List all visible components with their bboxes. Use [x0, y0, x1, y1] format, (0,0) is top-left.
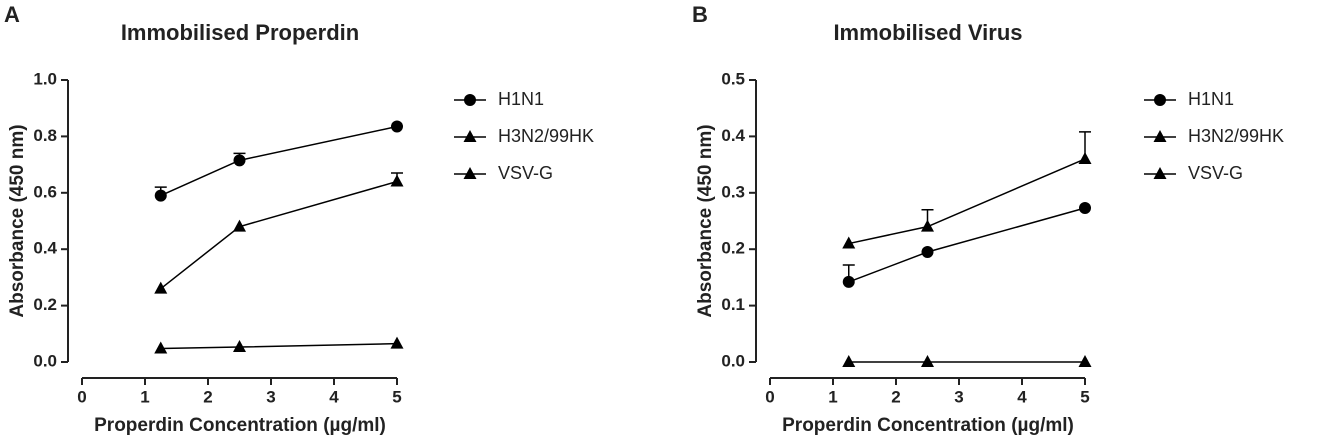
- legend-marker: [1153, 167, 1167, 179]
- data-point: [1078, 151, 1092, 164]
- y-tick-label: 0.8: [33, 126, 57, 145]
- data-point: [233, 154, 246, 167]
- y-tick-label: 0.2: [33, 295, 57, 314]
- y-tick-label: 0.6: [33, 182, 57, 201]
- legend-label: VSV-G: [1188, 163, 1243, 183]
- series-line: [160, 125, 398, 197]
- data-point: [154, 281, 168, 294]
- x-tick-label: 1: [140, 387, 149, 406]
- data-point: [391, 120, 403, 133]
- data-point: [921, 355, 934, 367]
- x-tick-label: 5: [1080, 387, 1089, 406]
- y-tick-label: 0.2: [721, 239, 745, 258]
- data-point: [842, 355, 856, 367]
- y-tick-label: 0.4: [721, 126, 745, 145]
- x-tick-label: 5: [392, 387, 401, 406]
- data-point: [921, 246, 934, 259]
- panel-label: A: [4, 2, 20, 27]
- x-tick-label: 0: [765, 387, 774, 406]
- x-tick-label: 3: [954, 387, 963, 406]
- series-line: [848, 158, 1086, 245]
- data-point: [233, 219, 246, 232]
- y-tick-label: 0.0: [721, 351, 745, 370]
- y-tick-label: 0.4: [33, 239, 57, 258]
- series-line: [160, 180, 398, 290]
- x-axis-label: Properdin Concentration (µg/ml): [782, 415, 1074, 436]
- legend-marker: [1154, 94, 1166, 106]
- legend-marker: [463, 130, 477, 142]
- y-tick-label: 0.0: [33, 351, 57, 370]
- chart-title: Immobilised Properdin: [121, 20, 359, 45]
- y-axis-label: Absorbance (450 nm): [695, 124, 716, 317]
- x-axis-label: Properdin Concentration (µg/ml): [94, 415, 386, 436]
- x-tick-label: 2: [891, 387, 900, 406]
- data-point: [390, 174, 404, 187]
- y-tick-label: 1.0: [33, 69, 57, 88]
- panel-label: B: [692, 2, 708, 27]
- data-point: [390, 336, 404, 349]
- legend-label: VSV-G: [498, 163, 553, 183]
- y-tick-label: 0.3: [721, 182, 745, 201]
- legend-marker: [464, 94, 476, 106]
- series-line: [848, 207, 1086, 283]
- data-point: [1078, 355, 1092, 367]
- legend-label: H3N2/99HK: [1188, 126, 1284, 146]
- legend-marker: [1153, 130, 1167, 142]
- x-tick-label: 3: [266, 387, 275, 406]
- legend-label: H3N2/99HK: [498, 126, 594, 146]
- data-point: [842, 236, 856, 249]
- y-tick-label: 0.5: [721, 69, 745, 88]
- series-line: [160, 342, 398, 350]
- x-tick-label: 4: [329, 387, 339, 406]
- data-point: [921, 219, 934, 232]
- data-point: [842, 275, 855, 288]
- legend-label: H1N1: [1188, 89, 1234, 109]
- x-tick-label: 4: [1017, 387, 1027, 406]
- legend-label: H1N1: [498, 89, 544, 109]
- y-axis-label: Absorbance (450 nm): [7, 124, 28, 317]
- data-point: [1079, 202, 1091, 215]
- data-point: [233, 340, 246, 353]
- x-tick-label: 0: [77, 387, 86, 406]
- x-tick-label: 2: [203, 387, 212, 406]
- y-tick-label: 0.1: [721, 295, 745, 314]
- x-tick-label: 1: [828, 387, 837, 406]
- chart-title: Immobilised Virus: [833, 20, 1022, 45]
- legend-marker: [463, 167, 477, 179]
- data-point: [154, 341, 168, 354]
- data-point: [154, 189, 167, 202]
